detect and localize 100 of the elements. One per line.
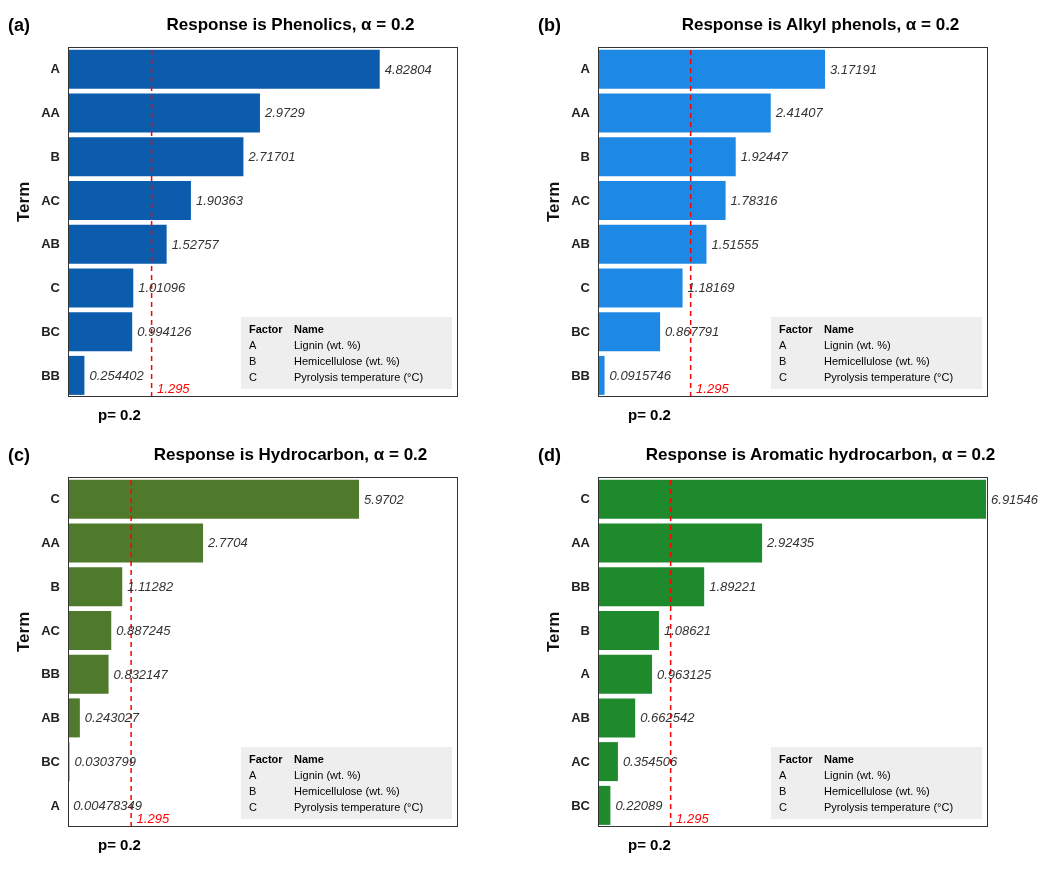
y-tick-label: BB [571,578,590,594]
y-tick-label: C [50,280,61,296]
annotation: Factor [779,752,814,767]
data-label: 0.994126 [137,324,193,340]
annotation: C [779,370,788,385]
y-tick-label: AA [41,105,61,121]
data-label: 5.9702 [364,491,405,507]
y-tick-label: A [580,666,591,682]
data-label: 1.18169 [687,280,735,296]
data-label: 6.91546 [991,491,1039,507]
text: p= 0.2 [98,836,142,853]
y-tick-label: AB [571,710,590,726]
data-label: 1.01096 [138,280,187,296]
text: p= 0.2 [628,406,672,423]
text: (c) [8,444,31,466]
annotation: C [249,800,258,815]
text: p= 0.2 [628,836,672,853]
annotation: Pyrolysis temperature (°C) [824,370,955,385]
annotation: Lignin (wt. %) [294,768,362,783]
annotation: B [249,784,258,799]
y-tick-label: BC [571,323,591,339]
y-tick-label: AA [571,105,591,121]
data-label: 0.22089 [615,797,663,813]
y-tick-label: AB [41,236,60,252]
ref-line-label: 1.295 [696,381,730,396]
chart-title: Response is Hydrocarbon, α = 0.2 [152,445,429,465]
annotation: Name [824,752,855,767]
y-tick-label: A [580,61,591,77]
data-label: 2.9729 [263,105,305,121]
chart-title: Response is Alkyl phenols, α = 0.2 [680,15,961,35]
y-axis-title: Term [14,611,34,652]
annotation: Name [824,322,855,337]
y-tick-label: BB [571,367,590,383]
annotation: Factor [249,752,284,767]
data-label: 0.887245 [116,622,172,638]
y-tick-label: AC [41,192,61,208]
data-label: 0.0303799 [74,754,136,770]
data-label: 0.354506 [622,754,678,770]
y-tick-label: AB [41,710,60,726]
data-label: 0.662542 [640,710,696,726]
data-label: 0.832147 [113,666,169,682]
y-tick-label: B [580,148,590,164]
y-tick-label: B [50,578,60,594]
data-label: 2.92435 [766,535,815,551]
annotation: A [249,338,258,353]
ref-line-label: 1.295 [676,811,710,826]
annotation: B [779,354,788,369]
data-label: 0.254402 [89,367,145,383]
y-tick-label: BB [41,367,60,383]
annotation: Factor [249,322,284,337]
annotation: Hemicellulose (wt. %) [294,784,401,799]
text: (d) [538,444,562,466]
annotation: C [249,370,258,385]
data-label: 4.82804 [384,61,432,77]
y-tick-label: C [580,491,591,507]
data-label: 1.89221 [709,579,757,595]
data-label: 1.92447 [740,149,789,165]
annotation: A [249,768,258,783]
annotation: Name [294,752,325,767]
annotation: Hemicellulose (wt. %) [294,354,401,369]
annotation: Lignin (wt. %) [294,338,362,353]
y-axis-title: Term [14,181,34,222]
data-label: 0.0915746 [609,367,672,383]
chart-title: Response is Aromatic hydrocarbon, α = 0.2 [644,445,997,465]
data-label: 0.963125 [657,666,713,682]
text: (b) [538,14,562,36]
ref-line-label: 1.295 [136,811,170,826]
annotation: Pyrolysis temperature (°C) [294,370,425,385]
annotation: B [779,784,788,799]
data-label: 3.17191 [829,61,877,77]
data-label: 2.7704 [207,535,248,551]
y-tick-label: AC [571,753,591,769]
data-label: 0.243027 [84,710,140,726]
y-tick-label: B [580,622,590,638]
annotation: C [779,800,788,815]
data-label: 0.00478349 [73,797,142,813]
data-label: 1.08621 [663,622,711,638]
ref-line-label: 1.295 [157,381,191,396]
y-tick-label: BB [41,666,60,682]
data-label: 1.90363 [195,192,244,208]
annotation: Lignin (wt. %) [824,768,892,783]
data-label: 1.11282 [127,579,175,595]
chart-title: Response is Phenolics, α = 0.2 [165,15,416,35]
annotation: A [779,338,788,353]
y-tick-label: AB [571,236,590,252]
y-tick-label: A [50,61,61,77]
data-label: 1.51555 [711,236,760,252]
y-tick-label: BC [41,753,61,769]
annotation: A [779,768,788,783]
y-axis-title: Term [544,611,564,652]
text: p= 0.2 [98,406,142,423]
data-label: 0.867791 [665,324,720,340]
y-axis-title: Term [544,181,564,222]
annotation: Lignin (wt. %) [824,338,892,353]
annotation: Pyrolysis temperature (°C) [824,800,955,815]
text: (a) [8,14,31,36]
y-tick-label: AA [571,535,591,551]
annotation: Name [294,322,325,337]
data-label: 2.71701 [247,149,296,165]
y-tick-label: AC [41,622,61,638]
